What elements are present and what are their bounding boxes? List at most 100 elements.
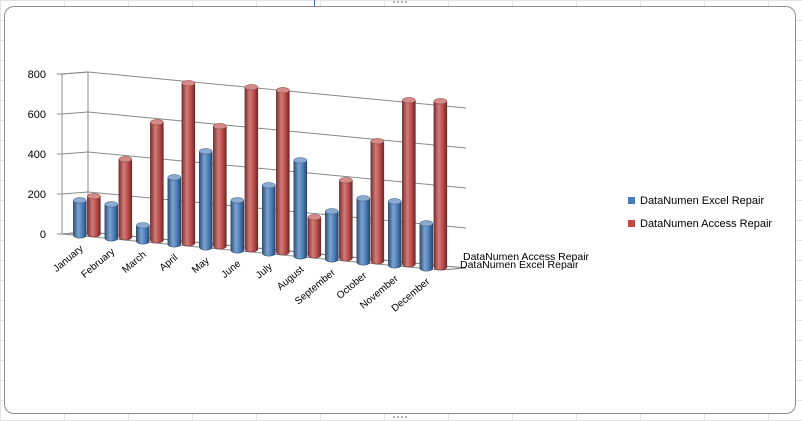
- bar-body: [370, 141, 385, 265]
- bar-body: [104, 204, 119, 242]
- y-tick-label: 0: [40, 229, 46, 241]
- bar-access-march: [150, 119, 164, 244]
- bar-access-may: [213, 123, 227, 250]
- bar-excel-april: [167, 174, 182, 248]
- bar-excel-march: [136, 222, 150, 245]
- bar-body: [339, 180, 353, 262]
- y-tick-label: 400: [28, 149, 46, 161]
- bar-body: [244, 87, 259, 253]
- bar-access-september: [339, 177, 353, 262]
- bar-access-january: [87, 193, 101, 238]
- bar-body: [388, 201, 402, 269]
- bar-top: [230, 197, 245, 204]
- bar-top: [276, 87, 290, 94]
- legend-label: DataNumen Access Repair: [640, 218, 772, 230]
- bar-top: [419, 220, 434, 227]
- bar-body: [118, 159, 133, 241]
- x-tick-label: July: [254, 261, 275, 281]
- bar-excel-december: [419, 220, 434, 272]
- bar-top: [167, 174, 182, 181]
- bar-top: [136, 222, 150, 229]
- bar-top: [370, 138, 385, 145]
- x-tick-label: August: [275, 264, 306, 293]
- bar-excel-february: [104, 201, 119, 242]
- legend-label: DataNumen Excel Repair: [640, 195, 764, 207]
- bar-top: [262, 182, 276, 189]
- bar-top: [293, 157, 308, 164]
- bar-top: [73, 197, 87, 204]
- depth-tick-label: DataNumen Excel Repair: [460, 259, 579, 271]
- x-tick-label: May: [190, 255, 212, 276]
- x-tick-label: June: [219, 258, 243, 281]
- bar-top: [433, 98, 448, 105]
- bar-excel-july: [262, 182, 276, 257]
- bar-body: [262, 185, 276, 257]
- column-border-marker: [314, 0, 315, 8]
- bar-top: [244, 84, 259, 91]
- bar-top: [104, 201, 119, 208]
- bar-top: [181, 80, 196, 87]
- bar-body: [136, 225, 150, 245]
- bar-body: [199, 151, 213, 251]
- chart-resize-handle-top[interactable]: [392, 0, 408, 4]
- bar-top: [307, 214, 322, 221]
- bar-body: [325, 211, 339, 263]
- bar-body: [73, 200, 87, 239]
- legend-swatch: [628, 197, 635, 204]
- y-axis-ticks: 0 200 400 600 800: [28, 69, 62, 241]
- bar-access-october: [370, 138, 385, 265]
- bar-top: [150, 119, 164, 126]
- gridline: [61, 111, 467, 149]
- bar-body: [419, 223, 434, 272]
- bar-top: [213, 123, 227, 130]
- bar-body: [356, 198, 371, 266]
- bar-body: [276, 90, 290, 256]
- bar-top: [402, 97, 416, 104]
- bar-top: [199, 148, 213, 155]
- bar-top: [388, 198, 402, 205]
- chart-resize-handle-bottom[interactable]: [392, 415, 408, 419]
- legend-swatch: [628, 220, 635, 227]
- bar-excel-january: [73, 197, 87, 239]
- bar-body: [402, 100, 416, 268]
- bar-excel-october: [356, 195, 371, 266]
- bar-top: [118, 156, 133, 163]
- bar-top: [87, 193, 101, 200]
- bar-body: [87, 196, 101, 238]
- bar-top: [339, 177, 353, 184]
- bar-body: [307, 217, 322, 259]
- x-tick-label: April: [158, 252, 180, 273]
- bar-body: [293, 160, 308, 260]
- y-tick-label: 200: [28, 189, 46, 201]
- bar-body: [167, 177, 182, 248]
- bar-top: [325, 208, 339, 215]
- gridline: [61, 71, 467, 109]
- bar-access-june: [244, 84, 259, 253]
- legend[interactable]: DataNumen Excel Repair DataNumen Access R…: [628, 195, 772, 230]
- bar-body: [433, 101, 448, 271]
- bar-body: [230, 200, 245, 254]
- bar-access-april: [181, 80, 196, 247]
- x-tick-label: March: [120, 249, 148, 275]
- bar-body: [181, 83, 196, 247]
- bar-body: [213, 126, 227, 250]
- bar-excel-may: [199, 148, 213, 251]
- bar-body: [150, 122, 164, 244]
- bar-access-february: [118, 156, 133, 241]
- bar-top: [356, 195, 371, 202]
- bar-access-november: [402, 97, 416, 268]
- bar-access-august: [307, 214, 322, 259]
- y-tick-label: 600: [28, 109, 46, 121]
- bar-excel-june: [230, 197, 245, 254]
- y-tick-label: 800: [28, 69, 46, 81]
- depth-tick-label: DataNumen Access Repair: [463, 251, 590, 263]
- bar-access-december: [433, 98, 448, 271]
- bar-excel-august: [293, 157, 308, 260]
- bar-excel-november: [388, 198, 402, 269]
- bars: [73, 80, 448, 272]
- gridline: [61, 151, 467, 189]
- bar-access-july: [276, 87, 290, 256]
- bar-excel-september: [325, 208, 339, 263]
